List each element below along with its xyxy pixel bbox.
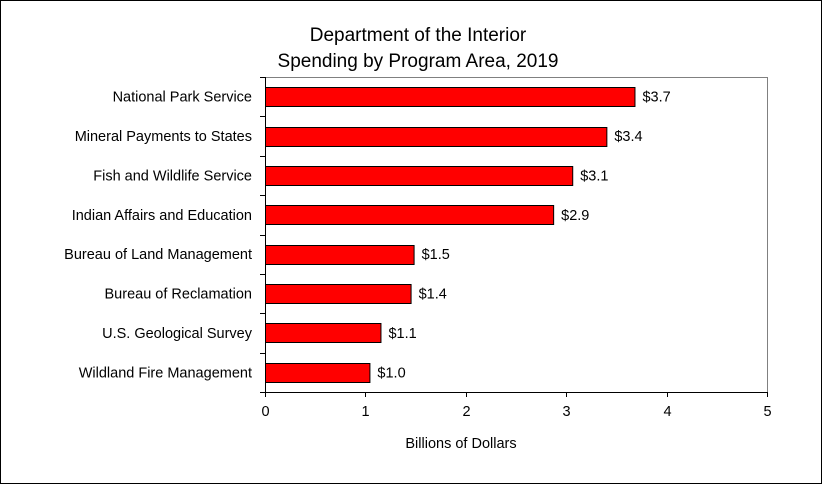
category-label: Bureau of Land Management — [64, 247, 252, 263]
data-label: $2.9 — [561, 208, 589, 224]
category-label: Wildland Fire Management — [79, 365, 252, 381]
x-tick-label: 1 — [361, 404, 369, 420]
x-tick-label: 2 — [462, 404, 470, 420]
category-label: National Park Service — [113, 90, 252, 106]
x-tick-label: 3 — [562, 404, 570, 420]
chart-title-line-2: Spending by Program Area, 2019 — [278, 51, 559, 72]
category-label: Indian Affairs and Education — [72, 208, 252, 224]
bar — [265, 166, 574, 186]
x-tick-label: 0 — [261, 404, 269, 420]
data-label: $1.1 — [388, 326, 416, 342]
category-label: Bureau of Reclamation — [105, 287, 253, 303]
bar — [265, 205, 555, 225]
bar — [265, 87, 636, 107]
bar — [265, 284, 412, 304]
bar — [265, 363, 371, 383]
data-label: $1.4 — [419, 287, 447, 303]
bar — [265, 127, 608, 147]
data-label: $1.0 — [377, 365, 405, 381]
x-axis-label: Billions of Dollars — [405, 436, 516, 452]
x-tick-label: 5 — [763, 404, 771, 420]
bar — [265, 323, 382, 343]
category-label: Mineral Payments to States — [75, 129, 252, 145]
data-label: $1.5 — [422, 247, 450, 263]
data-label: $3.7 — [642, 90, 670, 106]
data-label: $3.4 — [614, 129, 642, 145]
category-label: U.S. Geological Survey — [102, 326, 253, 342]
chart-title-line-1: Department of the Interior — [310, 25, 527, 46]
category-label: Fish and Wildlife Service — [93, 168, 252, 184]
x-tick-label: 4 — [663, 404, 671, 420]
bar — [265, 245, 415, 265]
data-label: $3.1 — [580, 168, 608, 184]
